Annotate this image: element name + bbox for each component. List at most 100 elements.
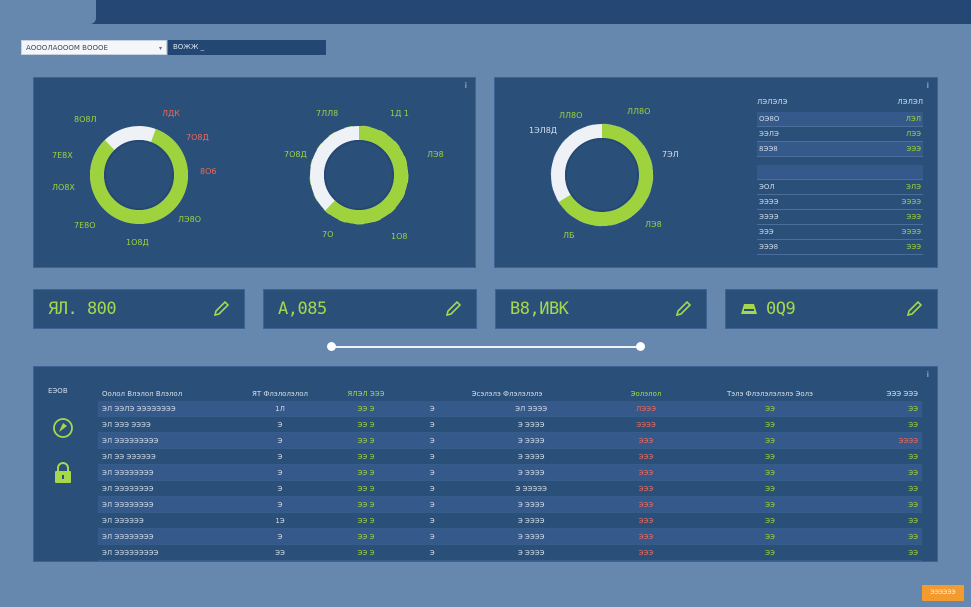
table-cell: ЭЭ	[236, 544, 324, 561]
range-slider-start-handle[interactable]	[327, 342, 336, 351]
donut2-label: ЛЭ8	[427, 150, 444, 159]
column-header[interactable]: Тэлэ Флэлэлэлэлэ Эолэ	[727, 390, 813, 398]
table-cell: ЭЛ ЭЭЛЭ ЭЭЭЭЭЭЭЭ	[98, 401, 236, 417]
kpi-card-4: 0Q9	[725, 289, 938, 329]
table-cell: Э	[408, 416, 457, 433]
pencil-icon[interactable]	[674, 300, 692, 318]
legend-value: ЛЭЛ	[905, 115, 921, 123]
donut3-label: ЛЛ8О	[627, 107, 651, 116]
table-cell: Э	[408, 480, 457, 497]
legend-header-label: ЛЭЛЭЛЭ	[757, 98, 788, 106]
report-button[interactable]: ЭЭЭЭЭЭ	[922, 585, 964, 601]
compass-icon[interactable]	[52, 417, 74, 439]
table-cell: ЭЭ Э	[324, 480, 408, 497]
legend-row: ОЭ8О ЛЭЛ	[757, 112, 923, 127]
table-cell: ЭЭ	[686, 401, 854, 417]
donut1-label: ЛДК	[162, 109, 180, 118]
panel-menu-icon[interactable]: ⅰ	[926, 81, 929, 90]
filter-select[interactable]: АОООЛАОООМ ВОООЕ ▾	[21, 40, 167, 55]
table-cell: ЭЭ	[686, 448, 854, 465]
table-cell: Э	[408, 401, 457, 417]
table-row[interactable]: ЭЛ ЭЭЛЭ ЭЭЭЭЭЭЭЭ 1Л ЭЭ Э Э ЭЛ ЭЭЭЭ ЛЭЭЭ ЭЭ ЭЭ	[98, 401, 922, 417]
table-cell: ЭЭ Э	[324, 512, 408, 529]
storage-icon	[741, 304, 757, 314]
column-header[interactable]: Оолол Влэлол Влэлол	[102, 390, 183, 398]
table-cell: ЭЛ ЭЭЭЭЭЭЭЭ	[98, 480, 236, 497]
legend-label: ЭОЛ	[759, 183, 775, 191]
top-bar-notch	[0, 0, 96, 24]
column-header[interactable]: ЯЛЭЛ ЭЭЭ	[347, 390, 385, 398]
data-table-panel: ⅰ ЕЭОВ Оолол Влэлол Влэлол ЯТ Флэлолэлол…	[33, 366, 938, 562]
table-cell: Э ЭЭЭЭ	[456, 512, 606, 529]
table-cell: ЭЛ ЭЭЭЭЭЭЭЭ	[98, 496, 236, 513]
table-cell: ЭЭ	[686, 432, 854, 449]
legend-row: ЭЭЭ8 ЭЭЭ	[757, 240, 923, 255]
pencil-icon[interactable]	[212, 300, 230, 318]
panel-menu-icon[interactable]: ⅰ	[926, 370, 929, 379]
column-header[interactable]: ЯТ Флэлолэлол	[251, 390, 308, 398]
table-cell: ЭЛ ЭЭ ЭЭЭЭЭЭ	[98, 448, 236, 465]
table-cell: ЭЭ	[854, 448, 922, 465]
table-cell: ЭЭ	[854, 464, 922, 481]
table-cell: ЭЭ	[854, 528, 922, 545]
table-cell: Э	[408, 544, 457, 561]
donut-chart-1	[90, 126, 188, 224]
table-cell: ЭЭ	[686, 544, 854, 561]
table-cell: ЭЭЭЭ	[854, 432, 922, 449]
donut-panel-1: ⅰ 8О8Л ЛДК 7О8Д 7Е8Х 8О6 ЛО8Х ЛЭ8О 7Е8О …	[33, 77, 476, 268]
lock-icon[interactable]	[54, 462, 72, 484]
table-cell: ЭЭЭ	[606, 512, 686, 529]
column-header[interactable]: ЭЭЭ ЭЭЭ	[886, 390, 918, 398]
table-cell: Э	[236, 528, 324, 545]
table-cell: Э	[236, 448, 324, 465]
panel-menu-icon[interactable]: ⅰ	[464, 81, 467, 90]
table-cell: Э	[408, 528, 457, 545]
donut-chart-3	[550, 123, 654, 227]
table-cell: ЭЭ	[854, 512, 922, 529]
table-cell: Э	[236, 416, 324, 433]
table-cell: ЭЭ Э	[324, 448, 408, 465]
pencil-icon[interactable]	[905, 300, 923, 318]
table-cell: ЛЭЭЭ	[606, 401, 686, 417]
pencil-icon[interactable]	[444, 300, 462, 318]
table-cell: ЭЭ	[686, 496, 854, 513]
donut2-label: 1Д 1	[390, 109, 409, 118]
table-cell: ЭЭ Э	[324, 528, 408, 545]
table-cell: Э ЭЭЭЭЭ	[456, 480, 606, 497]
filter-field[interactable]: ВОЖЖ _	[168, 40, 326, 55]
legend-row: ЭОЛ ЭЛЭ	[757, 180, 923, 195]
table-cell: ЭЭ	[686, 528, 854, 545]
range-slider-end-handle[interactable]	[636, 342, 645, 351]
column-header[interactable]: Эсэлэлэ Флэлэлэлэ	[471, 390, 543, 398]
donut1-label: 8О8Л	[74, 115, 97, 124]
donut1-label: 7О8Д	[186, 133, 209, 142]
table-cell: Э ЭЭЭЭ	[456, 528, 606, 545]
legend-table: ЛЭЛЭЛЭ ЛЭЛЭЛ ОЭ8О ЛЭЛ ЭЭЛЭ ЛЭЭ 8ЭЭ8 ЭЭЭ ЭОЛ…	[757, 98, 923, 255]
data-table: Оолол Влэлол Влэлол ЯТ Флэлолэлол ЯЛЭЛ Э…	[98, 387, 922, 561]
legend-label: 8ЭЭ8	[759, 145, 778, 153]
legend-value: ЭЛЭ	[905, 183, 921, 191]
legend-value: ЛЭЭ	[905, 130, 921, 138]
donut3-label: ЛЛ8О	[559, 111, 583, 120]
donut1-label: 1О8Д	[126, 238, 149, 247]
table-cell: ЭЭ	[854, 416, 922, 433]
filter-field-value: ВОЖЖ _	[173, 43, 205, 51]
chevron-down-icon: ▾	[158, 45, 162, 52]
donut2-label: 7О	[322, 230, 334, 239]
range-slider-track[interactable]	[331, 346, 640, 348]
table-cell: ЭЭ Э	[324, 496, 408, 513]
table-cell: ЭЛ ЭЭЭЭЭЭЭЭЭ	[98, 432, 236, 449]
column-header[interactable]: Эолэлол	[630, 390, 662, 398]
donut1-label: 7Е8Х	[52, 151, 73, 160]
